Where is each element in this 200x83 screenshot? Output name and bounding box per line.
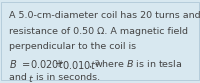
- Text: and: and: [9, 73, 30, 82]
- Text: is in seconds.: is in seconds.: [33, 73, 101, 82]
- Text: $0.010t^{2}$: $0.010t^{2}$: [62, 58, 101, 72]
- Text: $+$: $+$: [54, 58, 63, 69]
- Text: perpendicular to the coil is: perpendicular to the coil is: [9, 42, 136, 51]
- FancyBboxPatch shape: [1, 2, 199, 80]
- Text: $t$: $t$: [28, 73, 34, 83]
- Text: A 5.0-cm-diameter coil has 20 turns and a: A 5.0-cm-diameter coil has 20 turns and …: [9, 11, 200, 20]
- Text: resistance of 0.50 Ω. A magnetic field: resistance of 0.50 Ω. A magnetic field: [9, 27, 188, 36]
- Text: $B$: $B$: [9, 58, 17, 70]
- Text: $0.020t$: $0.020t$: [30, 58, 64, 70]
- Text: $=$: $=$: [20, 58, 31, 68]
- Text: , where $B$ is in tesla: , where $B$ is in tesla: [88, 58, 182, 70]
